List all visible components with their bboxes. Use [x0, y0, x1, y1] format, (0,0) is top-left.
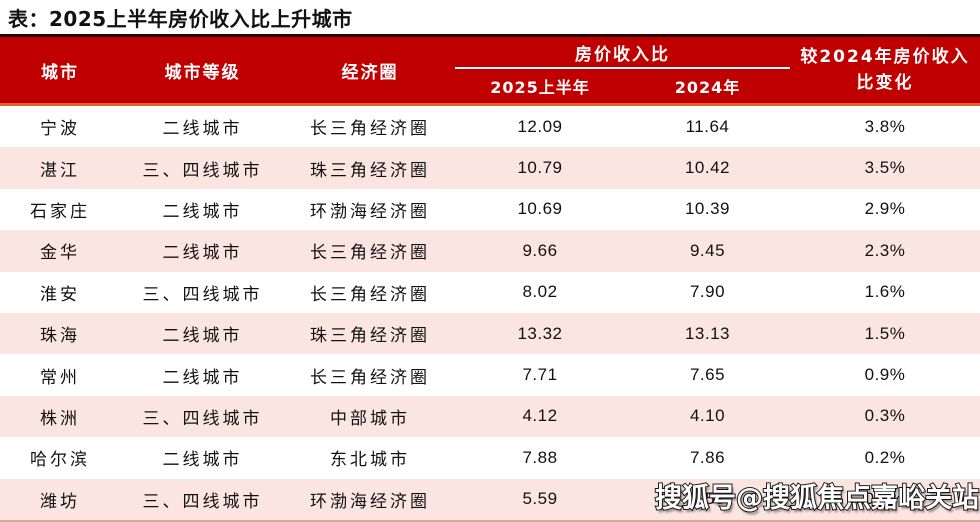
- col-header-tier: 城市等级: [120, 37, 285, 106]
- col-header-change-line2: 比变化: [856, 73, 914, 93]
- cell-tier: 二线城市: [120, 230, 285, 272]
- cell-change: 2.9%: [864, 199, 906, 219]
- cell-ratio-2025: 8.02: [522, 282, 558, 302]
- table-header: 城市 城市等级 经济圈 房价收入比 较2024年房价收入 比变化 2025上半年…: [0, 37, 980, 106]
- cell-ratio-2025: 7.88: [522, 447, 558, 467]
- cell-ratio-2024: 9.45: [625, 230, 790, 272]
- col-header-city: 城市: [0, 37, 120, 106]
- table-row: 石家庄 二线城市 环渤海经济圈 10.69 10.39 2.9%: [0, 189, 980, 230]
- col-header-circle: 经济圈: [285, 37, 455, 106]
- cell-city: 株洲: [0, 395, 120, 438]
- figure-title: 表：2025上半年房价收入比上升城市: [8, 7, 353, 31]
- cell-ratio-2024: 10.42: [625, 147, 790, 189]
- cell-circle: 中部城市: [285, 395, 455, 438]
- col-header-ratio-group: 房价收入比: [455, 37, 790, 69]
- cell-city: 宁波: [40, 119, 80, 140]
- cell-tier: 二线城市: [162, 201, 243, 222]
- cell-change: 0.9%: [864, 365, 906, 385]
- cell-circle: 东北城市: [330, 450, 410, 471]
- cell-ratio-2025: 4.12: [455, 395, 625, 438]
- cell-circle: 长三角经济圈: [285, 230, 455, 272]
- cell-change: 3.8%: [864, 116, 906, 136]
- cell-city: 常州: [40, 367, 80, 388]
- cell-circle: 珠三角经济圈: [285, 312, 455, 355]
- cell-change: 0.2%: [864, 447, 906, 467]
- header-top-rule: [0, 34, 980, 37]
- table-body: 宁波 二线城市 长三角经济圈 12.09 11.64 3.8% 湛江 三、四线城…: [0, 106, 980, 520]
- cell-ratio-2024: 13.13: [625, 312, 790, 355]
- cell-tier: 三、四线城市: [142, 284, 263, 305]
- table-row: 株洲 三、四线城市 中部城市 4.12 4.10 0.3%: [0, 395, 980, 438]
- table-row: 湛江 三、四线城市 珠三角经济圈 10.79 10.42 3.5%: [0, 147, 980, 189]
- cell-ratio-2024: 5.58: [625, 478, 790, 520]
- table-row: 潍坊 三、四线城市 环渤海经济圈 5.59 5.58 0.2%: [0, 478, 980, 520]
- table-row: 淮安 三、四线城市 长三角经济圈 8.02 7.90 1.6%: [0, 272, 980, 313]
- cell-tier: 二线城市: [120, 312, 285, 355]
- cell-circle: 珠三角经济圈: [285, 147, 455, 189]
- cell-ratio-2025: 12.09: [517, 116, 563, 136]
- cell-ratio-2024: 10.39: [684, 199, 731, 219]
- cell-change: 0.2%: [790, 478, 980, 520]
- cell-city: 珠海: [0, 312, 120, 355]
- cell-city: 石家庄: [30, 201, 90, 222]
- cell-tier: 三、四线城市: [120, 147, 285, 189]
- cell-ratio-2025: 10.79: [455, 147, 625, 189]
- cell-tier: 三、四线城市: [120, 395, 285, 438]
- cell-change: 3.5%: [790, 147, 980, 189]
- cell-city: 金华: [0, 230, 120, 272]
- cell-tier: 二线城市: [162, 119, 243, 140]
- data-table: 城市 城市等级 经济圈 房价收入比 较2024年房价收入 比变化 2025上半年…: [0, 37, 980, 520]
- cell-circle: 环渤海经济圈: [310, 201, 430, 222]
- cell-circle: 环渤海经济圈: [285, 478, 455, 520]
- table-row: 常州 二线城市 长三角经济圈 7.71 7.65 0.9%: [0, 354, 980, 395]
- col-header-change-line1: 较2024年房价收入: [800, 46, 970, 67]
- col-header-change: 较2024年房价收入 比变化: [790, 37, 980, 106]
- cell-city: 湛江: [0, 147, 120, 189]
- cell-ratio-2025: 7.71: [522, 365, 558, 385]
- cell-ratio-2025: 5.59: [455, 478, 625, 520]
- table-row: 哈尔滨 二线城市 东北城市 7.88 7.86 0.2%: [0, 437, 980, 478]
- cell-ratio-2025: 10.69: [517, 199, 563, 219]
- watermark: 搜狐号@搜狐焦点嘉峪关站: [654, 482, 980, 515]
- cell-ratio-2024: 7.65: [689, 365, 726, 385]
- cell-circle: 长三角经济圈: [310, 284, 430, 305]
- cell-circle: 长三角经济圈: [310, 367, 430, 388]
- cell-change: 2.3%: [790, 230, 980, 272]
- col-header-2025h1: 2025上半年: [455, 69, 625, 106]
- cell-tier: 二线城市: [162, 450, 243, 471]
- table-row: 金华 二线城市 长三角经济圈 9.66 9.45 2.3%: [0, 230, 980, 272]
- cell-tier: 三、四线城市: [120, 478, 285, 520]
- cell-city: 哈尔滨: [30, 450, 90, 471]
- cell-ratio-2025: 9.66: [455, 230, 625, 272]
- cell-city: 淮安: [40, 284, 80, 305]
- cell-change: 1.6%: [864, 282, 906, 302]
- cell-change: 1.5%: [790, 312, 980, 355]
- table-row: 珠海 二线城市 珠三角经济圈 13.32 13.13 1.5%: [0, 312, 980, 355]
- cell-circle: 长三角经济圈: [310, 119, 430, 140]
- col-header-2024: 2024年: [625, 69, 790, 106]
- cell-tier: 二线城市: [162, 367, 243, 388]
- bottom-edge-rule: [0, 520, 980, 522]
- cell-ratio-2024: 11.64: [685, 116, 730, 136]
- cell-city: 潍坊: [0, 478, 120, 520]
- cell-change: 0.3%: [790, 395, 980, 438]
- cell-ratio-2024: 4.10: [625, 395, 790, 438]
- cell-ratio-2024: 7.86: [689, 447, 726, 467]
- table-row: 宁波 二线城市 长三角经济圈 12.09 11.64 3.8%: [0, 106, 980, 147]
- cell-ratio-2025: 13.32: [455, 312, 625, 355]
- cell-ratio-2024: 7.90: [689, 282, 726, 302]
